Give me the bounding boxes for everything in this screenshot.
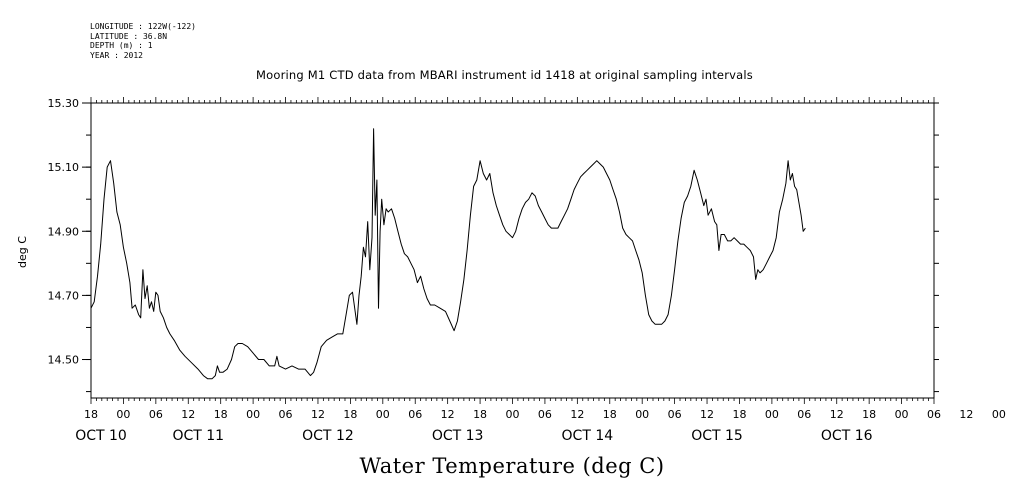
x-tick-label: 18 [473, 408, 487, 421]
x-tick-label: 00 [376, 408, 390, 421]
metadata-block: LONGITUDE : 122W(-122) LATITUDE : 36.8N … [90, 22, 196, 60]
x-tick-label: 12 [959, 408, 973, 421]
x-tick-label: 06 [927, 408, 941, 421]
x-tick-label: 00 [992, 408, 1006, 421]
x-tick-label: 12 [830, 408, 844, 421]
x-tick-label: 12 [441, 408, 455, 421]
y-tick-label: 14.70 [48, 289, 80, 302]
x-tick-label: 00 [246, 408, 260, 421]
x-tick-label: 18 [343, 408, 357, 421]
meta-latitude: LATITUDE : 36.8N [90, 31, 168, 41]
y-tick-label: 14.90 [48, 225, 80, 238]
y-tick-label: 15.30 [48, 97, 80, 110]
x-tick-label: 18 [603, 408, 617, 421]
x-tick-label: 00 [506, 408, 520, 421]
x-axis-label: Water Temperature (deg C) [359, 454, 665, 478]
y-tick-label: 15.10 [48, 161, 80, 174]
x-day-label: OCT 16 [821, 428, 873, 444]
x-day-label: OCT 11 [172, 428, 224, 444]
x-tick-label: 00 [895, 408, 909, 421]
x-day-label: OCT 14 [562, 428, 614, 444]
x-tick-label: 12 [181, 408, 195, 421]
x-day-label: OCT 13 [432, 428, 484, 444]
x-tick-label: 00 [765, 408, 779, 421]
x-tick-label: 12 [311, 408, 325, 421]
x-tick-label: 00 [635, 408, 649, 421]
chart-title: Mooring M1 CTD data from MBARI instrumen… [256, 68, 753, 82]
y-tick-label: 14.50 [48, 354, 80, 367]
x-tick-label: 06 [538, 408, 552, 421]
x-tick-label: 12 [700, 408, 714, 421]
x-day-label: OCT 12 [302, 428, 354, 444]
x-tick-label: 18 [84, 408, 98, 421]
series-line [90, 128, 806, 380]
x-tick-label: 06 [408, 408, 422, 421]
meta-year: YEAR : 2012 [90, 50, 143, 60]
x-tick-label: 18 [214, 408, 228, 421]
x-tick-label: 06 [279, 408, 293, 421]
x-tick-label: 18 [862, 408, 876, 421]
x-tick-label: 18 [732, 408, 746, 421]
meta-longitude: LONGITUDE : 122W(-122) [90, 22, 196, 31]
x-day-label: OCT 10 [75, 428, 127, 444]
x-day-label: OCT 15 [691, 428, 743, 444]
meta-depth: DEPTH (m) : 1 [90, 41, 153, 51]
x-tick-label: 06 [149, 408, 163, 421]
x-tick-label: 12 [570, 408, 584, 421]
plot-frame [90, 102, 935, 399]
x-tick-label: 06 [668, 408, 682, 421]
x-tick-label: 00 [116, 408, 130, 421]
x-tick-label: 06 [797, 408, 811, 421]
